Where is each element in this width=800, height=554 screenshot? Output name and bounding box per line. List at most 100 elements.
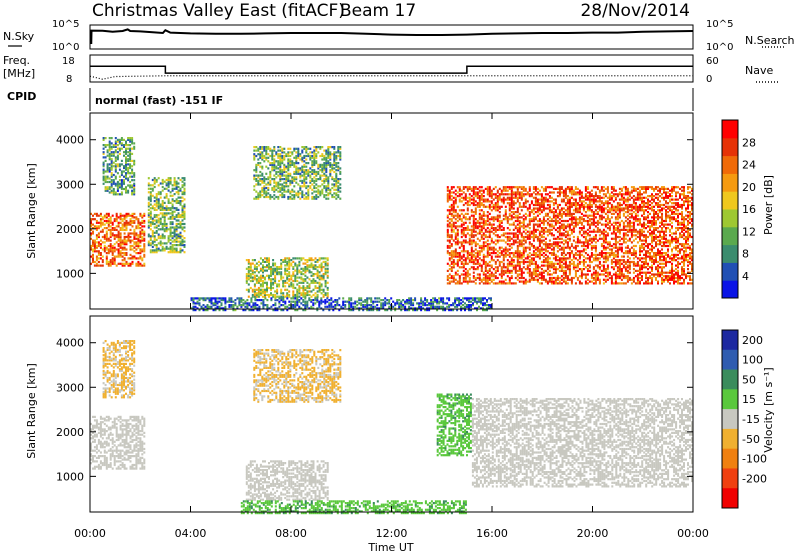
echo-cell — [552, 250, 555, 253]
echo-cell — [269, 170, 272, 174]
echo-cell — [103, 237, 106, 240]
echo-cell — [321, 192, 324, 195]
echo-cell — [540, 268, 543, 271]
echo-cell — [502, 228, 505, 231]
echo-cell — [600, 253, 603, 256]
echo-cell — [486, 246, 489, 249]
echo-cell — [321, 163, 324, 166]
echo-cell — [450, 269, 453, 272]
echo-cell — [102, 172, 105, 175]
echo-cell — [337, 188, 340, 191]
echo-cell — [261, 146, 264, 149]
echo-cell — [586, 219, 589, 223]
echo-cell — [335, 178, 338, 181]
echo-cell — [560, 282, 563, 285]
echo-cell — [604, 271, 607, 274]
echo-cell — [486, 255, 489, 258]
echo-cell — [102, 182, 105, 185]
echo-cell — [137, 243, 140, 246]
echo-cell — [157, 198, 160, 201]
echo-cell — [446, 252, 449, 255]
echo-cell — [305, 197, 308, 200]
echo-cell — [558, 262, 561, 265]
echo-cell — [149, 237, 152, 240]
echo-cell — [139, 241, 142, 244]
echo-cell — [325, 194, 328, 197]
echo-cell — [606, 271, 609, 274]
echo-cell — [598, 252, 601, 255]
echo-cell — [326, 295, 329, 298]
echo-cell — [586, 209, 589, 212]
echo-cell — [326, 288, 329, 291]
echo-cell — [135, 264, 138, 267]
echo-cell — [297, 147, 300, 150]
echo-cell — [253, 149, 256, 152]
echo-cell — [179, 237, 182, 240]
echo-cell — [494, 202, 497, 205]
echo-cell — [102, 177, 105, 180]
echo-cell — [105, 234, 108, 237]
echo-cell — [534, 252, 537, 255]
echo-cell — [454, 227, 457, 230]
echo-cell — [508, 260, 511, 264]
echo-cell — [486, 200, 489, 203]
echo-cell — [267, 153, 270, 156]
echo-cell — [181, 235, 184, 238]
echo-cell — [518, 227, 521, 230]
echo-cell — [496, 198, 499, 201]
echo-cell — [108, 149, 111, 152]
echo-cell — [153, 237, 156, 240]
echo-cell — [542, 260, 545, 264]
echo-cell — [286, 281, 289, 284]
echo-cell — [293, 197, 296, 200]
echo-cell — [574, 241, 577, 244]
echo-cell — [608, 193, 611, 196]
echo-cell — [251, 278, 254, 281]
echo-cell — [262, 285, 264, 288]
echo-cell — [510, 259, 513, 262]
echo-cell — [528, 193, 531, 196]
echo-cell — [584, 244, 587, 248]
echo-cell — [269, 163, 272, 166]
echo-cell — [562, 257, 565, 260]
echo-cell — [582, 264, 585, 267]
echo-cell — [558, 203, 561, 207]
echo-cell — [105, 230, 108, 233]
echo-cell — [506, 196, 509, 199]
echo-cell — [536, 191, 539, 194]
echo-cell — [304, 262, 307, 265]
echo-cell — [305, 178, 308, 181]
echo-cell — [454, 235, 457, 239]
echo-cell — [296, 293, 299, 297]
echo-cell — [540, 205, 543, 208]
echo-cell — [554, 219, 557, 223]
echo-cell — [129, 239, 132, 242]
echo-cell — [175, 187, 178, 190]
echo-cell — [163, 196, 166, 199]
echo-cell — [482, 212, 485, 215]
echo-cell — [488, 234, 491, 237]
echo-cell — [333, 151, 336, 154]
echo-cell — [510, 232, 513, 235]
echo-cell — [460, 219, 463, 223]
echo-cell — [111, 260, 114, 264]
echo-cell — [602, 269, 605, 272]
echo-cell — [272, 264, 275, 267]
echo-cell — [284, 257, 287, 260]
echo-cell — [530, 193, 533, 196]
echo-cell — [161, 189, 164, 192]
echo-cell — [335, 158, 338, 161]
echo-cell — [265, 156, 268, 159]
echo-cell — [169, 194, 172, 197]
echo-cell — [155, 196, 158, 199]
echo-cell — [175, 228, 178, 231]
echo-cell — [474, 227, 477, 230]
echo-cell — [492, 268, 495, 271]
echo-cell — [564, 227, 567, 230]
echo-cell — [562, 232, 565, 235]
echo-cell — [610, 260, 613, 264]
echo-cell — [120, 191, 123, 194]
echo-cell — [294, 269, 297, 272]
echo-cell — [259, 174, 262, 177]
echo-cell — [325, 178, 328, 181]
